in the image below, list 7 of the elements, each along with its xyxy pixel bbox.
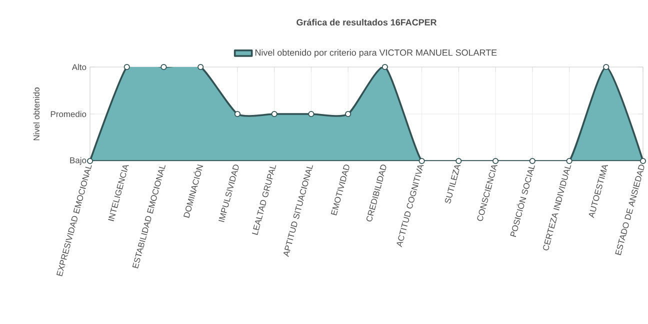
text: Alto [72, 64, 86, 70]
text: Promedio [50, 110, 86, 118]
legend-label: Nivel obtenido por criterio para VICTOR MANUEL SOLARTE [255, 49, 497, 58]
y-axis-title: Nivel obtenido [33, 88, 40, 140]
text: Bajo [70, 157, 86, 165]
x-tick-label: LEALTAD GRUPAL [252, 165, 276, 235]
chart-title: Gráfica de resultados 16FACPER [296, 18, 437, 26]
